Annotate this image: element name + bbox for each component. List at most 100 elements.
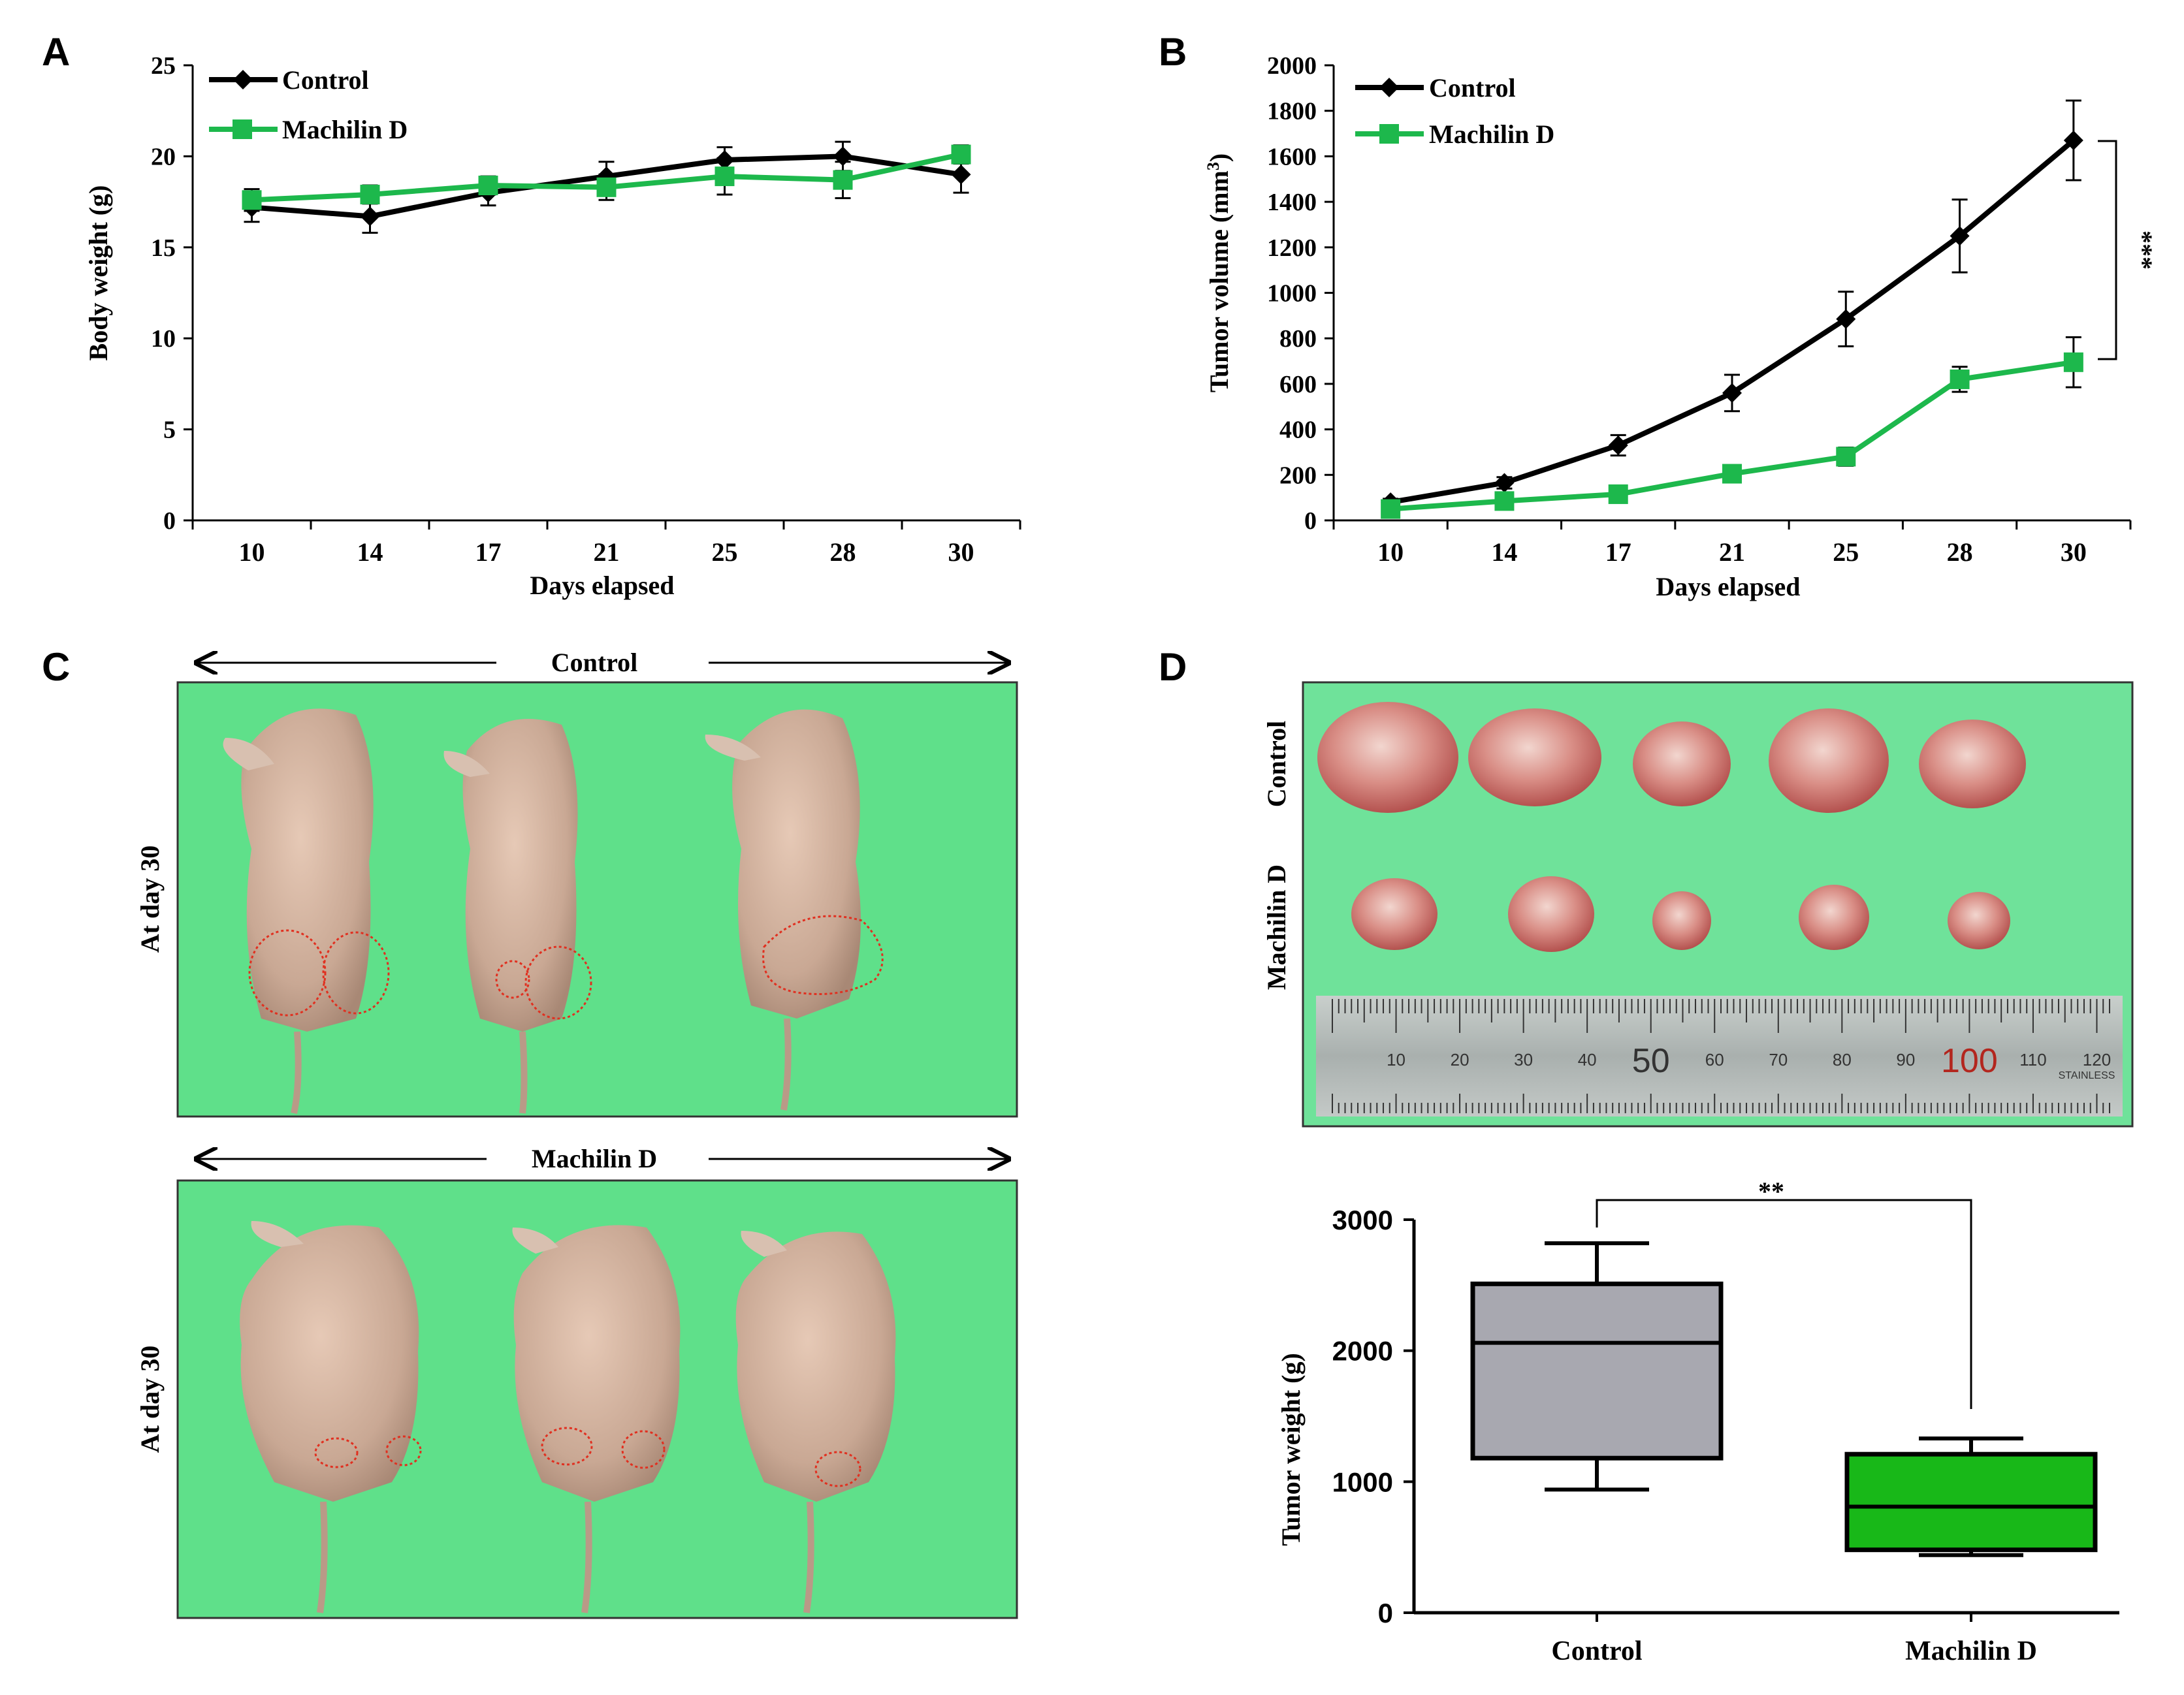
photo-machilin-mice [176, 1179, 1018, 1619]
mouse-machilin-2 [512, 1225, 681, 1613]
panel-d: D 10 20 30 40 50 60 70 80 90 1 [1159, 645, 2134, 1666]
data-point-machilin [1494, 491, 1515, 511]
panel-d-letter: D [1159, 645, 1187, 689]
x-tick-label: 10 [1377, 537, 1404, 567]
ruler-label: 10 [1387, 1050, 1405, 1069]
data-point-control [360, 206, 380, 227]
x-tick-label: 28 [1947, 537, 1973, 567]
ruler-label: 90 [1896, 1050, 1915, 1069]
data-point-machilin [478, 176, 498, 196]
data-point-machilin [715, 166, 735, 187]
chart-b-sig-label: *** [2128, 230, 2158, 270]
x-tick-label: 28 [830, 537, 856, 567]
y-tick-label: 1000 [1332, 1466, 1393, 1497]
chart-b-ylabel: Tumor volume (mm3) [1204, 153, 1234, 392]
ruler-brand: STAINLESS [2059, 1070, 2115, 1081]
panel-a-letter: A [42, 30, 70, 74]
data-point-machilin [596, 177, 617, 197]
box-machilin [1844, 1451, 2098, 1553]
data-point-control [1836, 309, 1856, 329]
ruler-label: 120 [2083, 1050, 2111, 1069]
tumors-machilin-row [1351, 876, 2010, 952]
series-line-control [1390, 138, 2076, 505]
x-tick-label: 10 [239, 537, 265, 567]
y-tick-label: 600 [1279, 371, 1317, 398]
x-tick-label: Control [1551, 1636, 1642, 1666]
panel-b: B 0 200 400 600 800 1000 1200 1400 1600 1800 2000 1… [1159, 30, 2158, 601]
legend-control-marker [1379, 78, 1399, 97]
y-tick-label: 2000 [1267, 52, 1317, 80]
panel-c: C Control [42, 645, 1018, 1619]
panel-c-bottom-label: Machilin D [532, 1144, 657, 1173]
y-tick-label: 1000 [1267, 280, 1317, 308]
x-tick-label: 21 [1719, 537, 1745, 567]
panel-d-row-bottom-label: Machilin D [1262, 864, 1291, 990]
chart-a-plot: 0 5 10 15 20 25 10 14 17 21 25 28 30 [151, 52, 1021, 567]
data-point-control [2063, 131, 2083, 151]
legend-control-label: Control [1429, 73, 1516, 103]
photo-control-mice [176, 681, 1018, 1118]
x-tick-label: 30 [2061, 537, 2087, 567]
data-point-control [1494, 473, 1515, 493]
legend-control-label: Control [282, 65, 369, 95]
mouse-control-2 [443, 719, 592, 1114]
panel-c-top-side-label: At day 30 [135, 846, 165, 953]
chart-d-sig-label: ** [1758, 1177, 1784, 1206]
mouse-control-3 [705, 709, 884, 1111]
x-tick-label: 17 [475, 537, 502, 567]
chart-b-legend: Control Machilin D [1355, 73, 1554, 149]
ruler-label: 100 [1941, 1042, 1998, 1080]
data-point-control [951, 165, 971, 185]
chart-a-xlabel: Days elapsed [530, 571, 674, 600]
chart-d-sig-bracket [1596, 1199, 1972, 1409]
tumors-control-row [1317, 702, 2026, 813]
ruler-label: 30 [1514, 1050, 1533, 1069]
ruler-label: 110 [2019, 1050, 2046, 1069]
y-tick-label: 2000 [1332, 1336, 1393, 1367]
data-point-machilin [242, 190, 262, 210]
chart-b-xlabel: Days elapsed [1656, 572, 1800, 601]
y-tick-label: 400 [1279, 417, 1317, 444]
legend-machilin-marker [1379, 124, 1399, 144]
ruler-label: 40 [1578, 1050, 1597, 1069]
x-tick-label: 25 [712, 537, 738, 567]
y-tick-label: 800 [1279, 325, 1317, 353]
data-point-machilin [2063, 352, 2083, 372]
chart-b-sig-bracket [2098, 140, 2117, 360]
panel-c-top-label: Control [551, 648, 638, 677]
y-tick-label: 10 [151, 325, 176, 353]
box-control [1470, 1281, 1724, 1461]
y-tick-label: 1400 [1267, 189, 1317, 216]
y-tick-label: 1200 [1267, 234, 1317, 262]
x-tick-label: 17 [1605, 537, 1631, 567]
mouse-control-1 [223, 708, 390, 1115]
data-point-control [1950, 226, 1970, 246]
y-tick-label: 25 [151, 52, 176, 80]
legend-control-marker [233, 70, 253, 89]
x-tick-label: 14 [1491, 537, 1517, 567]
legend-machilin-label: Machilin D [282, 115, 408, 144]
chart-d-plot: 0 1000 2000 3000 Control Machilin D [1332, 1205, 2119, 1666]
mouse-machilin-1 [240, 1221, 422, 1613]
panel-a: A 0 5 10 15 20 25 10 14 17 21 25 28 30 Control Machi… [42, 30, 1021, 600]
y-tick-label: 0 [1378, 1598, 1393, 1628]
y-tick-label: 3000 [1332, 1205, 1393, 1235]
data-point-control [1608, 435, 1628, 455]
chart-d-ylabel: Tumor weight (g) [1276, 1353, 1306, 1546]
y-tick-label: 0 [1304, 507, 1317, 535]
panel-c-letter: C [42, 645, 70, 689]
panel-c-bottom-side-label: At day 30 [135, 1346, 165, 1453]
data-point-machilin [1608, 484, 1628, 504]
chart-a-ylabel: Body weight (g) [84, 185, 113, 361]
legend-machilin-marker [233, 119, 252, 139]
chart-b-plot: 0 200 400 600 800 1000 1200 1400 1600 1800 2000 10 1… [1267, 52, 2132, 567]
data-point-machilin [1722, 464, 1742, 484]
data-point-machilin [833, 170, 853, 190]
x-tick-label: 14 [357, 537, 383, 567]
y-tick-label: 1600 [1267, 143, 1317, 170]
y-tick-label: 15 [151, 234, 176, 262]
ruler-label: 60 [1705, 1050, 1724, 1069]
